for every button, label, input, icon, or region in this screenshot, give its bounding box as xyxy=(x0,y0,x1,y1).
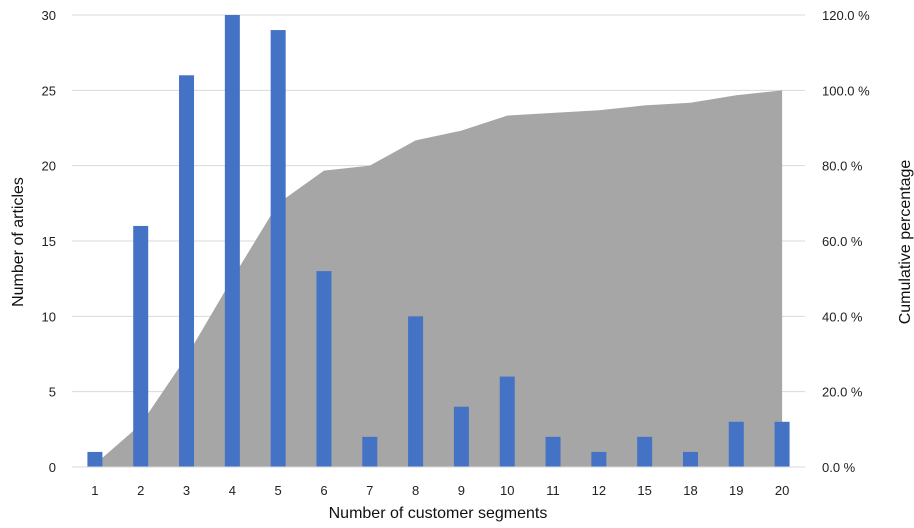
y2-tick-label: 80.0 % xyxy=(822,159,863,174)
cumulative-percentage-area xyxy=(94,90,783,467)
x-tick-label: 6 xyxy=(320,483,327,498)
bar-15 xyxy=(637,436,653,467)
y2-tick-label: 60.0 % xyxy=(822,234,863,249)
x-tick-label: 1 xyxy=(91,483,98,498)
x-tick-label: 2 xyxy=(137,483,144,498)
bar-10 xyxy=(499,376,515,467)
y2-tick-label: 0.0 % xyxy=(822,460,856,475)
x-tick-label: 9 xyxy=(458,483,465,498)
bar-1 xyxy=(87,451,103,467)
bar-12 xyxy=(591,451,607,467)
x-tick-label: 12 xyxy=(592,483,606,498)
bar-6 xyxy=(316,271,332,467)
bar-4 xyxy=(224,15,240,467)
x-tick-label: 18 xyxy=(683,483,697,498)
y-tick-label: 25 xyxy=(42,83,56,98)
bar-18 xyxy=(682,451,698,467)
y2-tick-label: 120.0 % xyxy=(822,8,870,23)
bar-11 xyxy=(545,436,561,467)
y-axis-title: Number of articles xyxy=(10,177,27,307)
x-tick-label: 8 xyxy=(412,483,419,498)
x-tick-label: 15 xyxy=(637,483,651,498)
bar-2 xyxy=(133,225,149,467)
y-tick-label: 0 xyxy=(49,460,56,475)
bar-5 xyxy=(270,30,286,468)
y-tick-label: 15 xyxy=(42,234,56,249)
x-tick-label: 4 xyxy=(229,483,236,498)
bar-8 xyxy=(408,316,424,467)
bar-7 xyxy=(362,436,378,467)
x-tick-label: 19 xyxy=(729,483,743,498)
x-tick-label: 10 xyxy=(500,483,514,498)
y-tick-label: 30 xyxy=(42,8,56,23)
cumulative-area xyxy=(94,90,783,467)
x-tick-label: 5 xyxy=(275,483,282,498)
y2-tick-label: 20.0 % xyxy=(822,385,863,400)
bar-20 xyxy=(774,421,790,467)
bar-series xyxy=(87,15,790,468)
y2-axis-title: Cumulative percentage xyxy=(897,160,914,325)
y-tick-label: 10 xyxy=(42,309,56,324)
x-tick-label: 20 xyxy=(775,483,789,498)
y-tick-label: 5 xyxy=(49,385,56,400)
y2-tick-label: 40.0 % xyxy=(822,309,863,324)
x-tick-label: 7 xyxy=(366,483,373,498)
y2-tick-label: 100.0 % xyxy=(822,83,870,98)
x-axis-title: Number of customer segments xyxy=(329,505,548,522)
bar-19 xyxy=(728,421,744,467)
x-tick-label: 3 xyxy=(183,483,190,498)
x-tick-label: 11 xyxy=(546,483,560,498)
y-tick-label: 20 xyxy=(42,159,56,174)
bar-9 xyxy=(453,406,469,467)
bar-3 xyxy=(179,75,195,468)
